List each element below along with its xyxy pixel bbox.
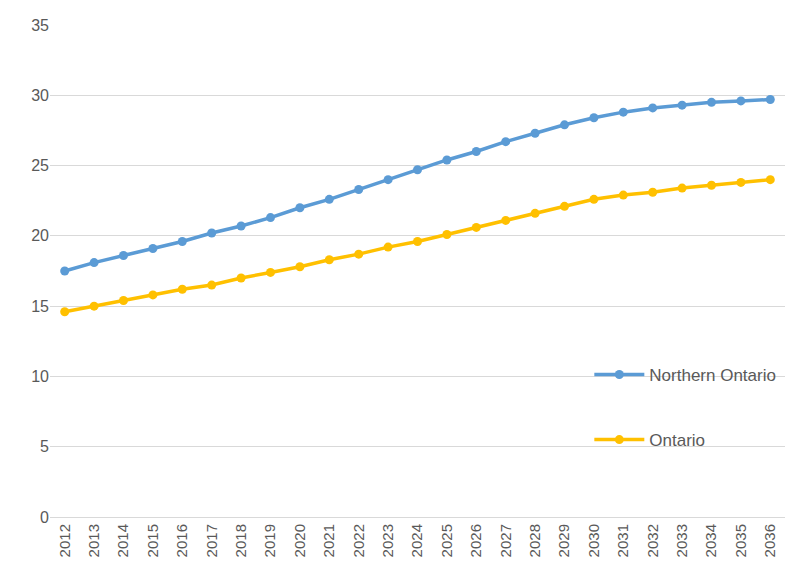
svg-text:2019: 2019 [261,524,278,557]
svg-text:2025: 2025 [438,524,455,557]
svg-text:2032: 2032 [644,524,661,557]
svg-text:2020: 2020 [291,524,308,557]
svg-text:2018: 2018 [232,524,249,557]
svg-text:2031: 2031 [614,524,631,557]
svg-text:20: 20 [31,227,49,244]
svg-text:2029: 2029 [555,524,572,557]
svg-text:2036: 2036 [761,524,778,557]
svg-text:2013: 2013 [85,524,102,557]
svg-text:2028: 2028 [526,524,543,557]
svg-text:2014: 2014 [114,524,131,557]
svg-text:2026: 2026 [467,524,484,557]
svg-text:2021: 2021 [320,524,337,557]
svg-text:35: 35 [31,17,49,34]
svg-text:15: 15 [31,298,49,315]
svg-text:2016: 2016 [173,524,190,557]
svg-text:0: 0 [40,509,49,526]
svg-text:Ontario: Ontario [649,431,705,450]
svg-text:5: 5 [40,438,49,455]
svg-text:2024: 2024 [408,524,425,557]
svg-text:2017: 2017 [203,524,220,557]
svg-text:2033: 2033 [673,524,690,557]
svg-text:2027: 2027 [497,524,514,557]
svg-text:2030: 2030 [585,524,602,557]
svg-text:Northern Ontario: Northern Ontario [649,366,776,385]
svg-text:2022: 2022 [350,524,367,557]
svg-text:2012: 2012 [56,524,73,557]
svg-text:2015: 2015 [144,524,161,557]
svg-text:25: 25 [31,157,49,174]
svg-text:2035: 2035 [732,524,749,557]
svg-text:30: 30 [31,87,49,104]
svg-text:10: 10 [31,368,49,385]
svg-text:2023: 2023 [379,524,396,557]
svg-text:2034: 2034 [702,524,719,557]
